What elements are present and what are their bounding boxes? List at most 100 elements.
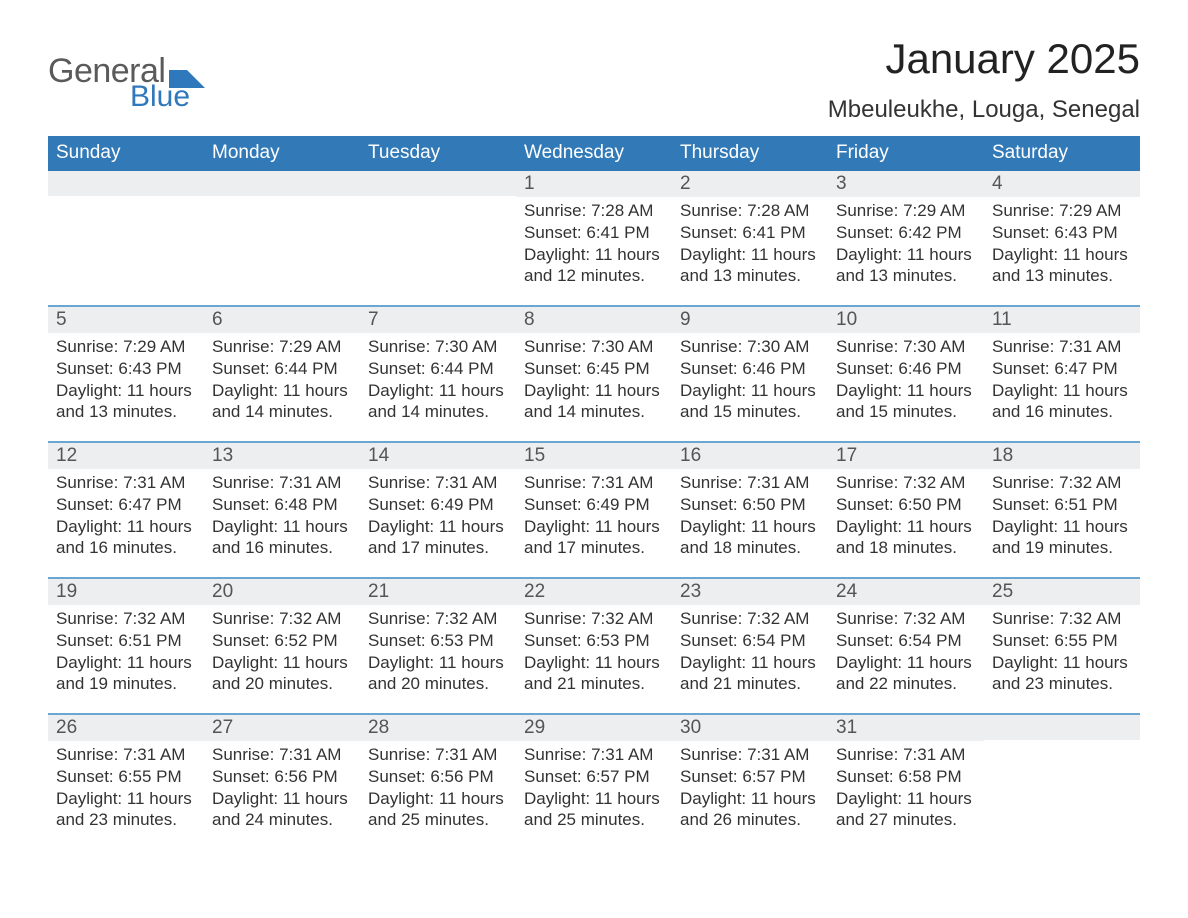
calendar-week-row: 1 Sunrise: 7:28 AMSunset: 6:41 PMDaylight…: [48, 171, 1140, 306]
calendar-cell: 9Sunrise: 7:30 AMSunset: 6:46 PMDaylight…: [672, 306, 828, 442]
day-detail-line: Daylight: 11 hours and 18 minutes.: [680, 517, 816, 558]
day-details: Sunrise: 7:31 AMSunset: 6:49 PMDaylight:…: [524, 472, 664, 559]
day-detail-line: Sunset: 6:50 PM: [680, 495, 806, 514]
day-detail-line: Daylight: 11 hours and 15 minutes.: [836, 381, 972, 422]
day-detail-line: Sunset: 6:50 PM: [836, 495, 962, 514]
calendar-cell: 8 Sunrise: 7:30 AMSunset: 6:45 PMDaylight…: [516, 306, 672, 442]
day-details: Sunrise: 7:30 AMSunset: 6:44 PMDaylight:…: [368, 336, 508, 423]
day-number: 1: [516, 171, 672, 197]
day-details: Sunrise: 7:31 AMSunset: 6:55 PMDaylight:…: [56, 744, 196, 831]
day-detail-line: Daylight: 11 hours and 23 minutes.: [992, 653, 1128, 694]
calendar-cell: 29Sunrise: 7:31 AMSunset: 6:57 PMDayligh…: [516, 714, 672, 849]
day-detail-line: Sunrise: 7:29 AM: [56, 337, 185, 356]
day-number: 27: [204, 715, 360, 741]
day-details: Sunrise: 7:29 AMSunset: 6:44 PMDaylight:…: [212, 336, 352, 423]
calendar-cell: 25Sunrise: 7:32 AMSunset: 6:55 PMDayligh…: [984, 578, 1140, 714]
day-detail-line: Daylight: 11 hours and 23 minutes.: [56, 789, 192, 830]
day-detail-line: Daylight: 11 hours and 16 minutes.: [212, 517, 348, 558]
calendar-cell: 28 Sunrise: 7:31 AMSunset: 6:56 PMDayligh…: [360, 714, 516, 849]
calendar-cell: 27Sunrise: 7:31 AMSunset: 6:56 PMDayligh…: [204, 714, 360, 849]
day-detail-line: Sunset: 6:51 PM: [56, 631, 182, 650]
day-details: Sunrise: 7:32 AMSunset: 6:51 PMDaylight:…: [56, 608, 196, 695]
day-detail-line: Daylight: 11 hours and 25 minutes.: [368, 789, 504, 830]
day-number: [984, 715, 1140, 740]
day-detail-line: Daylight: 11 hours and 17 minutes.: [368, 517, 504, 558]
day-number: 17: [828, 443, 984, 469]
day-detail-line: Daylight: 11 hours and 22 minutes.: [836, 653, 972, 694]
day-detail-line: Sunset: 6:42 PM: [836, 223, 962, 242]
day-detail-line: Daylight: 11 hours and 12 minutes.: [524, 245, 660, 286]
day-number: 22: [516, 579, 672, 605]
day-details: Sunrise: 7:32 AMSunset: 6:52 PMDaylight:…: [212, 608, 352, 695]
day-details: Sunrise: 7:31 AMSunset: 6:56 PMDaylight:…: [368, 744, 508, 831]
day-detail-line: Sunset: 6:44 PM: [212, 359, 338, 378]
day-details: Sunrise: 7:30 AMSunset: 6:45 PMDaylight:…: [524, 336, 664, 423]
day-detail-line: Sunrise: 7:31 AM: [524, 473, 653, 492]
day-detail-line: Sunset: 6:45 PM: [524, 359, 650, 378]
calendar-cell: 30Sunrise: 7:31 AMSunset: 6:57 PMDayligh…: [672, 714, 828, 849]
day-detail-line: Sunrise: 7:31 AM: [368, 745, 497, 764]
day-number: 28: [360, 715, 516, 741]
day-detail-line: Daylight: 11 hours and 18 minutes.: [836, 517, 972, 558]
day-detail-line: Sunrise: 7:31 AM: [212, 473, 341, 492]
day-details: Sunrise: 7:31 AMSunset: 6:50 PMDaylight:…: [680, 472, 820, 559]
day-detail-line: Daylight: 11 hours and 20 minutes.: [368, 653, 504, 694]
day-details: Sunrise: 7:28 AMSunset: 6:41 PMDaylight:…: [680, 200, 820, 287]
day-details: Sunrise: 7:32 AMSunset: 6:54 PMDaylight:…: [836, 608, 976, 695]
calendar-cell: 19Sunrise: 7:32 AMSunset: 6:51 PMDayligh…: [48, 578, 204, 714]
day-number: 9: [672, 307, 828, 333]
day-detail-line: Daylight: 11 hours and 16 minutes.: [992, 381, 1128, 422]
day-detail-line: Sunset: 6:46 PM: [680, 359, 806, 378]
day-detail-line: Sunrise: 7:32 AM: [680, 609, 809, 628]
calendar-cell: 2Sunrise: 7:28 AMSunset: 6:41 PMDaylight…: [672, 171, 828, 306]
calendar-cell: [48, 171, 204, 306]
day-detail-line: Sunrise: 7:31 AM: [524, 745, 653, 764]
day-detail-line: Sunset: 6:46 PM: [836, 359, 962, 378]
calendar-week-row: 5Sunrise: 7:29 AMSunset: 6:43 PMDaylight…: [48, 306, 1140, 442]
day-detail-line: Sunrise: 7:32 AM: [524, 609, 653, 628]
day-detail-line: Sunset: 6:43 PM: [56, 359, 182, 378]
day-detail-line: Sunrise: 7:32 AM: [836, 609, 965, 628]
day-detail-line: Sunset: 6:56 PM: [212, 767, 338, 786]
top-bar: General Blue January 2025 Mbeuleukhe, Lo…: [48, 36, 1140, 124]
day-detail-line: Sunset: 6:53 PM: [524, 631, 650, 650]
day-details: Sunrise: 7:31 AMSunset: 6:49 PMDaylight:…: [368, 472, 508, 559]
day-detail-line: Daylight: 11 hours and 19 minutes.: [992, 517, 1128, 558]
day-detail-line: Sunrise: 7:32 AM: [836, 473, 965, 492]
calendar-week-row: 26Sunrise: 7:31 AMSunset: 6:55 PMDayligh…: [48, 714, 1140, 849]
day-details: Sunrise: 7:30 AM Sunset: 6:46 PM Daylight:…: [836, 336, 976, 423]
day-details: Sunrise: 7:31 AMSunset: 6:48 PMDaylight:…: [212, 472, 352, 559]
day-number: 12: [48, 443, 204, 469]
calendar-page: General Blue January 2025 Mbeuleukhe, Lo…: [0, 0, 1188, 889]
day-number: 20: [204, 579, 360, 605]
location-text: Mbeuleukhe, Louga, Senegal: [828, 96, 1140, 124]
day-number: 8: [516, 307, 672, 333]
day-number: 14: [360, 443, 516, 469]
day-details: Sunrise: 7:32 AMSunset: 6:51 PMDaylight:…: [992, 472, 1132, 559]
day-number: 4: [984, 171, 1140, 197]
day-detail-line: Daylight: 11 hours and 15 minutes.: [680, 381, 816, 422]
day-detail-line: Sunset: 6:58 PM: [836, 767, 962, 786]
day-detail-line: Sunrise: 7:31 AM: [836, 745, 965, 764]
day-detail-line: Daylight: 11 hours and 27 minutes.: [836, 789, 972, 830]
day-detail-line: Sunrise: 7:30 AM: [836, 337, 965, 356]
day-detail-line: Sunset: 6:49 PM: [524, 495, 650, 514]
weekday-friday: Friday: [828, 136, 984, 171]
day-detail-line: Sunset: 6:47 PM: [56, 495, 182, 514]
day-detail-line: Sunrise: 7:32 AM: [992, 609, 1121, 628]
day-detail-line: Sunrise: 7:31 AM: [992, 337, 1121, 356]
day-detail-line: Daylight: 11 hours and 16 minutes.: [56, 517, 192, 558]
day-detail-line: Sunset: 6:57 PM: [680, 767, 806, 786]
day-detail-line: Daylight: 11 hours and 21 minutes.: [680, 653, 816, 694]
calendar-cell: 26Sunrise: 7:31 AMSunset: 6:55 PMDayligh…: [48, 714, 204, 849]
calendar-cell: 14 Sunrise: 7:31 AMSunset: 6:49 PMDayligh…: [360, 442, 516, 578]
day-detail-line: Sunset: 6:43 PM: [992, 223, 1118, 242]
day-detail-line: Sunset: 6:55 PM: [56, 767, 182, 786]
title-block: January 2025 Mbeuleukhe, Louga, Senegal: [828, 36, 1140, 124]
calendar-cell: 24Sunrise: 7:32 AMSunset: 6:54 PMDayligh…: [828, 578, 984, 714]
calendar-cell: 12Sunrise: 7:31 AMSunset: 6:47 PMDayligh…: [48, 442, 204, 578]
day-details: Sunrise: 7:31 AM Sunset: 6:58 PM Daylight:…: [836, 744, 976, 831]
day-detail-line: Sunset: 6:49 PM: [368, 495, 494, 514]
day-detail-line: Sunrise: 7:29 AM: [212, 337, 341, 356]
calendar-cell: 31Sunrise: 7:31 AMSunset: 6:58 PMDayligh…: [828, 714, 984, 849]
